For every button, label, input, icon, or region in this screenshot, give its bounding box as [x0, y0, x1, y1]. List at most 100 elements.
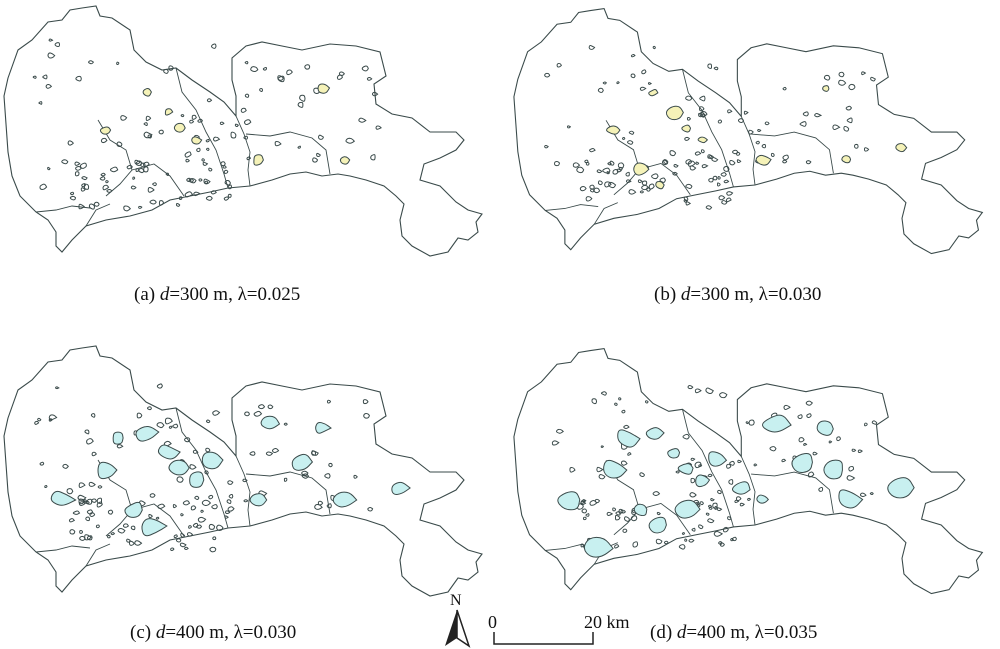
small-cluster [736, 152, 741, 156]
small-cluster [591, 398, 598, 405]
small-cluster [99, 176, 106, 181]
small-cluster [262, 66, 268, 71]
map-a [3, 5, 483, 257]
small-cluster [189, 119, 195, 124]
small-cluster [102, 184, 110, 191]
small-cluster [283, 477, 288, 482]
small-cluster [683, 196, 689, 202]
small-cluster [203, 178, 211, 185]
small-cluster [818, 486, 824, 492]
caption-c: (c) d=400 m, λ=0.030 [130, 622, 297, 643]
small-cluster [126, 538, 131, 543]
small-cluster [106, 188, 113, 193]
small-cluster [74, 171, 80, 177]
cluster-region [583, 536, 614, 558]
small-cluster [314, 503, 323, 510]
small-cluster [286, 69, 293, 76]
small-cluster [659, 177, 666, 183]
small-cluster [639, 190, 644, 194]
small-cluster [147, 134, 153, 139]
small-cluster [81, 176, 88, 181]
small-cluster [61, 159, 69, 165]
small-cluster [243, 499, 249, 503]
small-cluster [128, 540, 135, 546]
cluster-region [731, 481, 751, 495]
small-cluster [267, 404, 274, 410]
small-cluster [594, 498, 601, 504]
small-cluster [615, 514, 621, 521]
small-cluster [234, 123, 240, 128]
small-cluster [227, 193, 232, 198]
district-boundary [35, 205, 91, 213]
small-cluster [836, 436, 841, 442]
small-cluster [96, 501, 103, 508]
scale-line [493, 632, 594, 645]
district-boundary [593, 202, 618, 225]
small-cluster [172, 504, 178, 509]
small-cluster [84, 429, 90, 435]
small-cluster [317, 134, 324, 140]
small-cluster [755, 140, 760, 145]
small-cluster [700, 110, 708, 118]
small-cluster [723, 179, 730, 184]
small-cluster [219, 121, 225, 126]
small-cluster [717, 489, 722, 495]
small-cluster [179, 542, 187, 548]
small-cluster [685, 95, 693, 101]
small-cluster [757, 129, 762, 132]
small-cluster [258, 404, 266, 410]
small-cluster [224, 515, 229, 519]
small-cluster [782, 86, 787, 91]
small-cluster [769, 446, 777, 452]
small-cluster [627, 140, 634, 145]
small-cluster [737, 459, 742, 464]
small-cluster [38, 101, 43, 105]
small-cluster [136, 412, 143, 419]
map-panel-c: (c) d=400 m, λ=0.030 [0, 340, 500, 649]
small-cluster [698, 524, 704, 530]
small-cluster [283, 422, 288, 426]
small-cluster [705, 387, 714, 395]
district-boundary [85, 543, 111, 567]
small-cluster [781, 458, 787, 463]
cluster-region [697, 136, 709, 144]
map-c [3, 345, 483, 597]
small-cluster [85, 516, 91, 522]
small-cluster [265, 451, 274, 456]
small-cluster [799, 121, 807, 127]
small-cluster [158, 129, 164, 135]
north-arrow: N [440, 592, 471, 648]
cluster-region [603, 459, 628, 479]
small-cluster [544, 144, 549, 149]
small-cluster [863, 147, 870, 152]
small-cluster [630, 515, 638, 522]
small-cluster [723, 165, 730, 172]
district-boundary [639, 502, 691, 536]
small-cluster [189, 464, 197, 470]
small-cluster [367, 506, 374, 512]
small-cluster [37, 417, 42, 422]
small-cluster [647, 82, 653, 85]
small-cluster [32, 75, 37, 79]
small-cluster [192, 449, 199, 454]
small-cluster [226, 499, 232, 504]
small-cluster [602, 167, 611, 174]
small-cluster [184, 151, 192, 158]
small-cluster [652, 45, 656, 50]
small-cluster [39, 461, 45, 466]
small-cluster [685, 159, 693, 165]
small-cluster [272, 447, 280, 454]
small-cluster [596, 169, 603, 174]
small-cluster [581, 508, 588, 514]
small-cluster [97, 485, 103, 489]
small-cluster [869, 492, 874, 496]
caption-b: (b) d=300 m, λ=0.030 [654, 284, 822, 305]
small-cluster [204, 470, 209, 475]
small-cluster [735, 496, 742, 502]
small-cluster [622, 528, 628, 533]
small-cluster [223, 169, 229, 174]
small-cluster [176, 476, 184, 483]
small-cluster [122, 523, 130, 528]
small-cluster [75, 75, 82, 82]
small-cluster [185, 158, 191, 163]
